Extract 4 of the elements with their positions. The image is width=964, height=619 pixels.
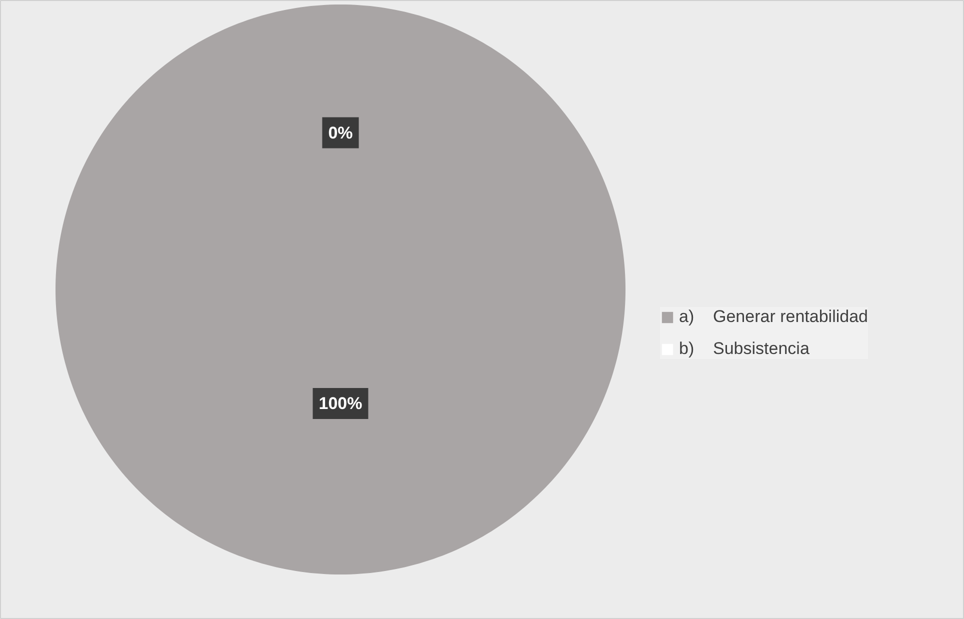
text: 0% [328,123,353,142]
legend-label: a) Generar rentabilidad [679,307,868,327]
legend-label: b) Subsistencia [679,339,810,359]
data-label: 100% [318,394,362,413]
